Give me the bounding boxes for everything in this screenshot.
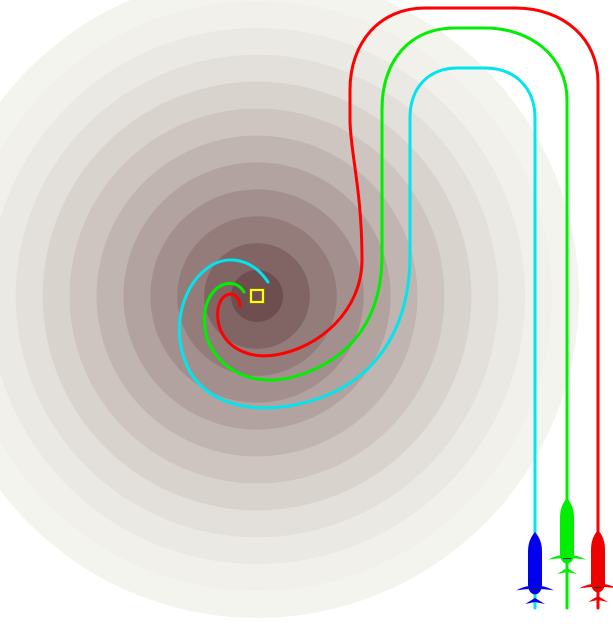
aircraft-tail: [557, 568, 577, 574]
aircraft-fuselage: [591, 530, 605, 593]
aircraft-icon-red[interactable]: [579, 530, 613, 602]
aircraft-fuselage: [560, 498, 574, 564]
flight-paths: [177, 6, 600, 610]
aircraft-icon-green[interactable]: [548, 498, 586, 574]
aircraft-icon-blue[interactable]: [516, 532, 554, 604]
aircraft-tail: [525, 598, 545, 604]
aircraft-layer: [516, 498, 613, 604]
threat-ring: [231, 270, 283, 322]
target-square-icon[interactable]: [248, 287, 266, 305]
aircraft-fuselage: [528, 532, 542, 595]
aircraft-wings: [548, 554, 586, 560]
flight-path-red: [216, 6, 600, 610]
aircraft-wings: [516, 585, 554, 591]
aircraft-tail: [588, 596, 608, 602]
flight-path-green: [202, 26, 569, 610]
aircraft-wings: [579, 583, 613, 589]
flight-path-cyan: [177, 66, 537, 610]
